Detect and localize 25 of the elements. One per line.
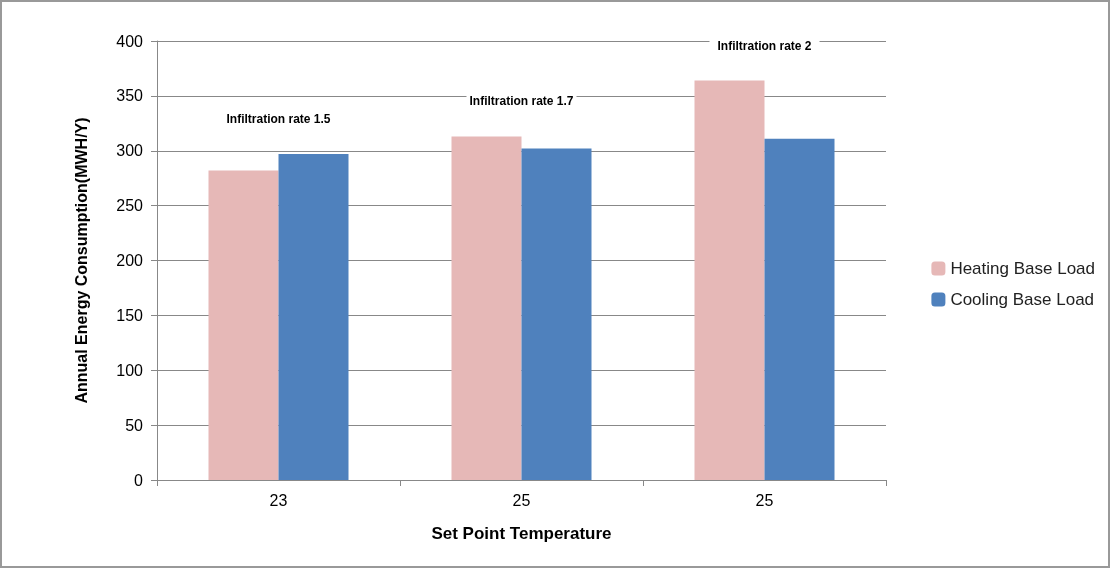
bar xyxy=(278,154,349,480)
y-tick-label: 0 xyxy=(134,471,144,489)
x-tick-label: 25 xyxy=(755,491,774,509)
bar xyxy=(451,136,522,480)
x-tick-label: 25 xyxy=(512,491,531,509)
bar xyxy=(764,138,835,480)
y-tick-label: 100 xyxy=(116,361,144,379)
y-tick-label: 250 xyxy=(116,197,144,215)
annotation: Infiltration rate 1.5 xyxy=(226,112,331,127)
y-tick-label: 350 xyxy=(116,87,144,105)
annotation: Infiltration rate 1.7 xyxy=(469,94,574,109)
y-tick-label: 200 xyxy=(116,252,144,269)
y-tick-label: 50 xyxy=(125,416,144,434)
annotation: Infiltration rate 2 xyxy=(717,38,812,53)
x-tick-label: 23 xyxy=(269,491,288,509)
x-axis-title: Set Point Temperature xyxy=(431,524,612,543)
y-tick-label: 300 xyxy=(116,142,144,160)
bar xyxy=(694,80,765,480)
y-tick-label: 150 xyxy=(116,306,144,324)
y-tick-label: 400 xyxy=(116,32,144,50)
legend-label: Cooling Base Load xyxy=(950,290,1095,309)
bar xyxy=(521,148,592,480)
y-axis-title: Annual Energy Consumption(MWH/Y) xyxy=(72,117,90,404)
legend-label: Heating Base Load xyxy=(950,259,1095,278)
bar xyxy=(208,170,279,480)
